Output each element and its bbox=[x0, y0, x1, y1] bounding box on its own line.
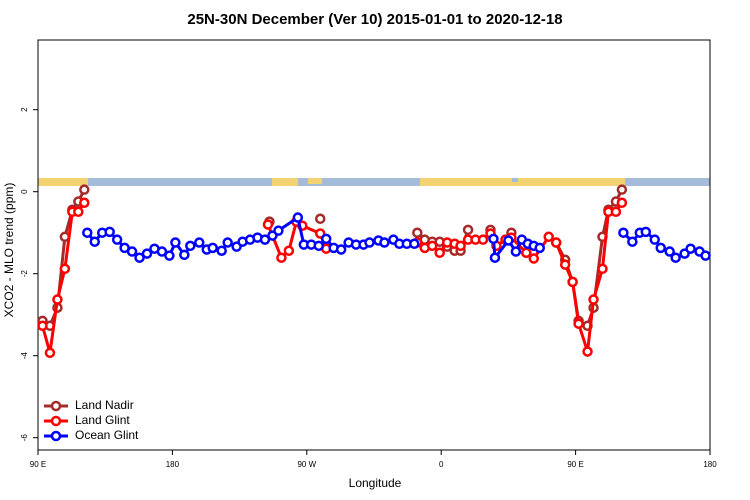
x-tick-label: 0 bbox=[439, 460, 444, 469]
x-tick-label: 180 bbox=[166, 460, 180, 469]
data-point bbox=[409, 238, 420, 250]
data-point bbox=[412, 227, 423, 238]
data-point bbox=[79, 184, 90, 195]
data-point bbox=[52, 294, 63, 305]
data-point bbox=[455, 240, 466, 252]
data-point bbox=[567, 276, 578, 288]
data-point bbox=[134, 252, 145, 263]
data-point bbox=[627, 236, 638, 247]
data-point bbox=[156, 246, 168, 257]
land-mask-strip bbox=[38, 178, 710, 186]
data-point bbox=[262, 219, 274, 230]
y-tick-label: -2 bbox=[20, 270, 29, 278]
data-point bbox=[222, 237, 233, 248]
data-point bbox=[664, 246, 675, 257]
plot-frame bbox=[37, 39, 711, 451]
data-point bbox=[207, 242, 218, 254]
x-tick-label: 90 W bbox=[297, 460, 316, 469]
legend-swatch-marker bbox=[50, 415, 62, 427]
data-point bbox=[283, 245, 295, 256]
data-point bbox=[59, 263, 71, 275]
x-tick-label: 90 E bbox=[567, 460, 583, 469]
data-point bbox=[640, 226, 652, 238]
data-point bbox=[597, 263, 608, 275]
data-point bbox=[434, 247, 445, 259]
data-point bbox=[573, 318, 584, 329]
data-point bbox=[616, 197, 628, 209]
data-point bbox=[82, 227, 93, 238]
legend-label: Ocean Glint bbox=[75, 428, 139, 442]
x-axis-label: Longitude bbox=[349, 476, 402, 490]
data-point bbox=[44, 347, 56, 359]
data-point bbox=[616, 184, 628, 195]
data-point bbox=[559, 259, 571, 270]
data-point bbox=[700, 250, 711, 261]
data-point bbox=[73, 206, 84, 218]
data-point bbox=[314, 213, 326, 225]
data-point bbox=[534, 242, 546, 254]
legend-swatch-marker bbox=[50, 430, 62, 442]
legend-label: Land Glint bbox=[75, 413, 130, 427]
y-axis-label: XCO2 - MLO trend (ppm) bbox=[2, 183, 16, 318]
data-point bbox=[649, 234, 660, 245]
data-point bbox=[37, 320, 48, 332]
data-point bbox=[582, 346, 593, 357]
data-point bbox=[259, 234, 271, 245]
data-point bbox=[216, 245, 227, 256]
x-tick-label: 180 bbox=[703, 460, 717, 469]
data-point bbox=[313, 240, 324, 252]
data-point bbox=[426, 240, 438, 252]
data-point bbox=[111, 234, 123, 245]
data-point bbox=[588, 294, 599, 305]
data-point bbox=[126, 246, 138, 257]
data-point bbox=[179, 249, 190, 261]
y-tick-label: 2 bbox=[20, 107, 29, 112]
data-point bbox=[364, 237, 375, 248]
data-point bbox=[618, 227, 629, 238]
data-point bbox=[462, 224, 474, 236]
data-point bbox=[164, 250, 175, 261]
data-point bbox=[141, 248, 153, 259]
data-point bbox=[510, 246, 522, 257]
legend-label: Land Nadir bbox=[75, 398, 134, 412]
data-point bbox=[335, 244, 347, 255]
data-point bbox=[685, 243, 696, 254]
data-point bbox=[550, 237, 562, 248]
data-point bbox=[655, 242, 666, 254]
y-tick-label: 0 bbox=[20, 189, 29, 194]
data-point bbox=[528, 253, 540, 264]
data-point bbox=[79, 197, 90, 209]
data-point bbox=[273, 225, 284, 236]
data-point bbox=[194, 237, 205, 248]
data-point bbox=[503, 235, 514, 246]
data-point bbox=[276, 252, 287, 263]
data-point bbox=[489, 252, 501, 263]
data-point bbox=[104, 226, 115, 238]
data-point bbox=[379, 237, 390, 248]
chart-title: 25N-30N December (Ver 10) 2015-01-01 to … bbox=[187, 11, 562, 28]
y-tick-label: -6 bbox=[20, 434, 29, 442]
data-point bbox=[292, 212, 304, 223]
data-point bbox=[521, 247, 532, 259]
data-point bbox=[477, 234, 489, 245]
data-point bbox=[610, 206, 622, 218]
data-point bbox=[320, 233, 332, 245]
data-point bbox=[170, 237, 181, 248]
series-line bbox=[41, 201, 624, 355]
data-point bbox=[488, 233, 499, 245]
data-point bbox=[670, 252, 681, 263]
data-point bbox=[185, 240, 196, 252]
x-tick-label: 90 E bbox=[30, 460, 46, 469]
data-point bbox=[543, 231, 554, 243]
data-point bbox=[89, 236, 100, 247]
y-tick-label: -4 bbox=[20, 352, 29, 360]
legend-swatch-marker bbox=[50, 400, 62, 412]
